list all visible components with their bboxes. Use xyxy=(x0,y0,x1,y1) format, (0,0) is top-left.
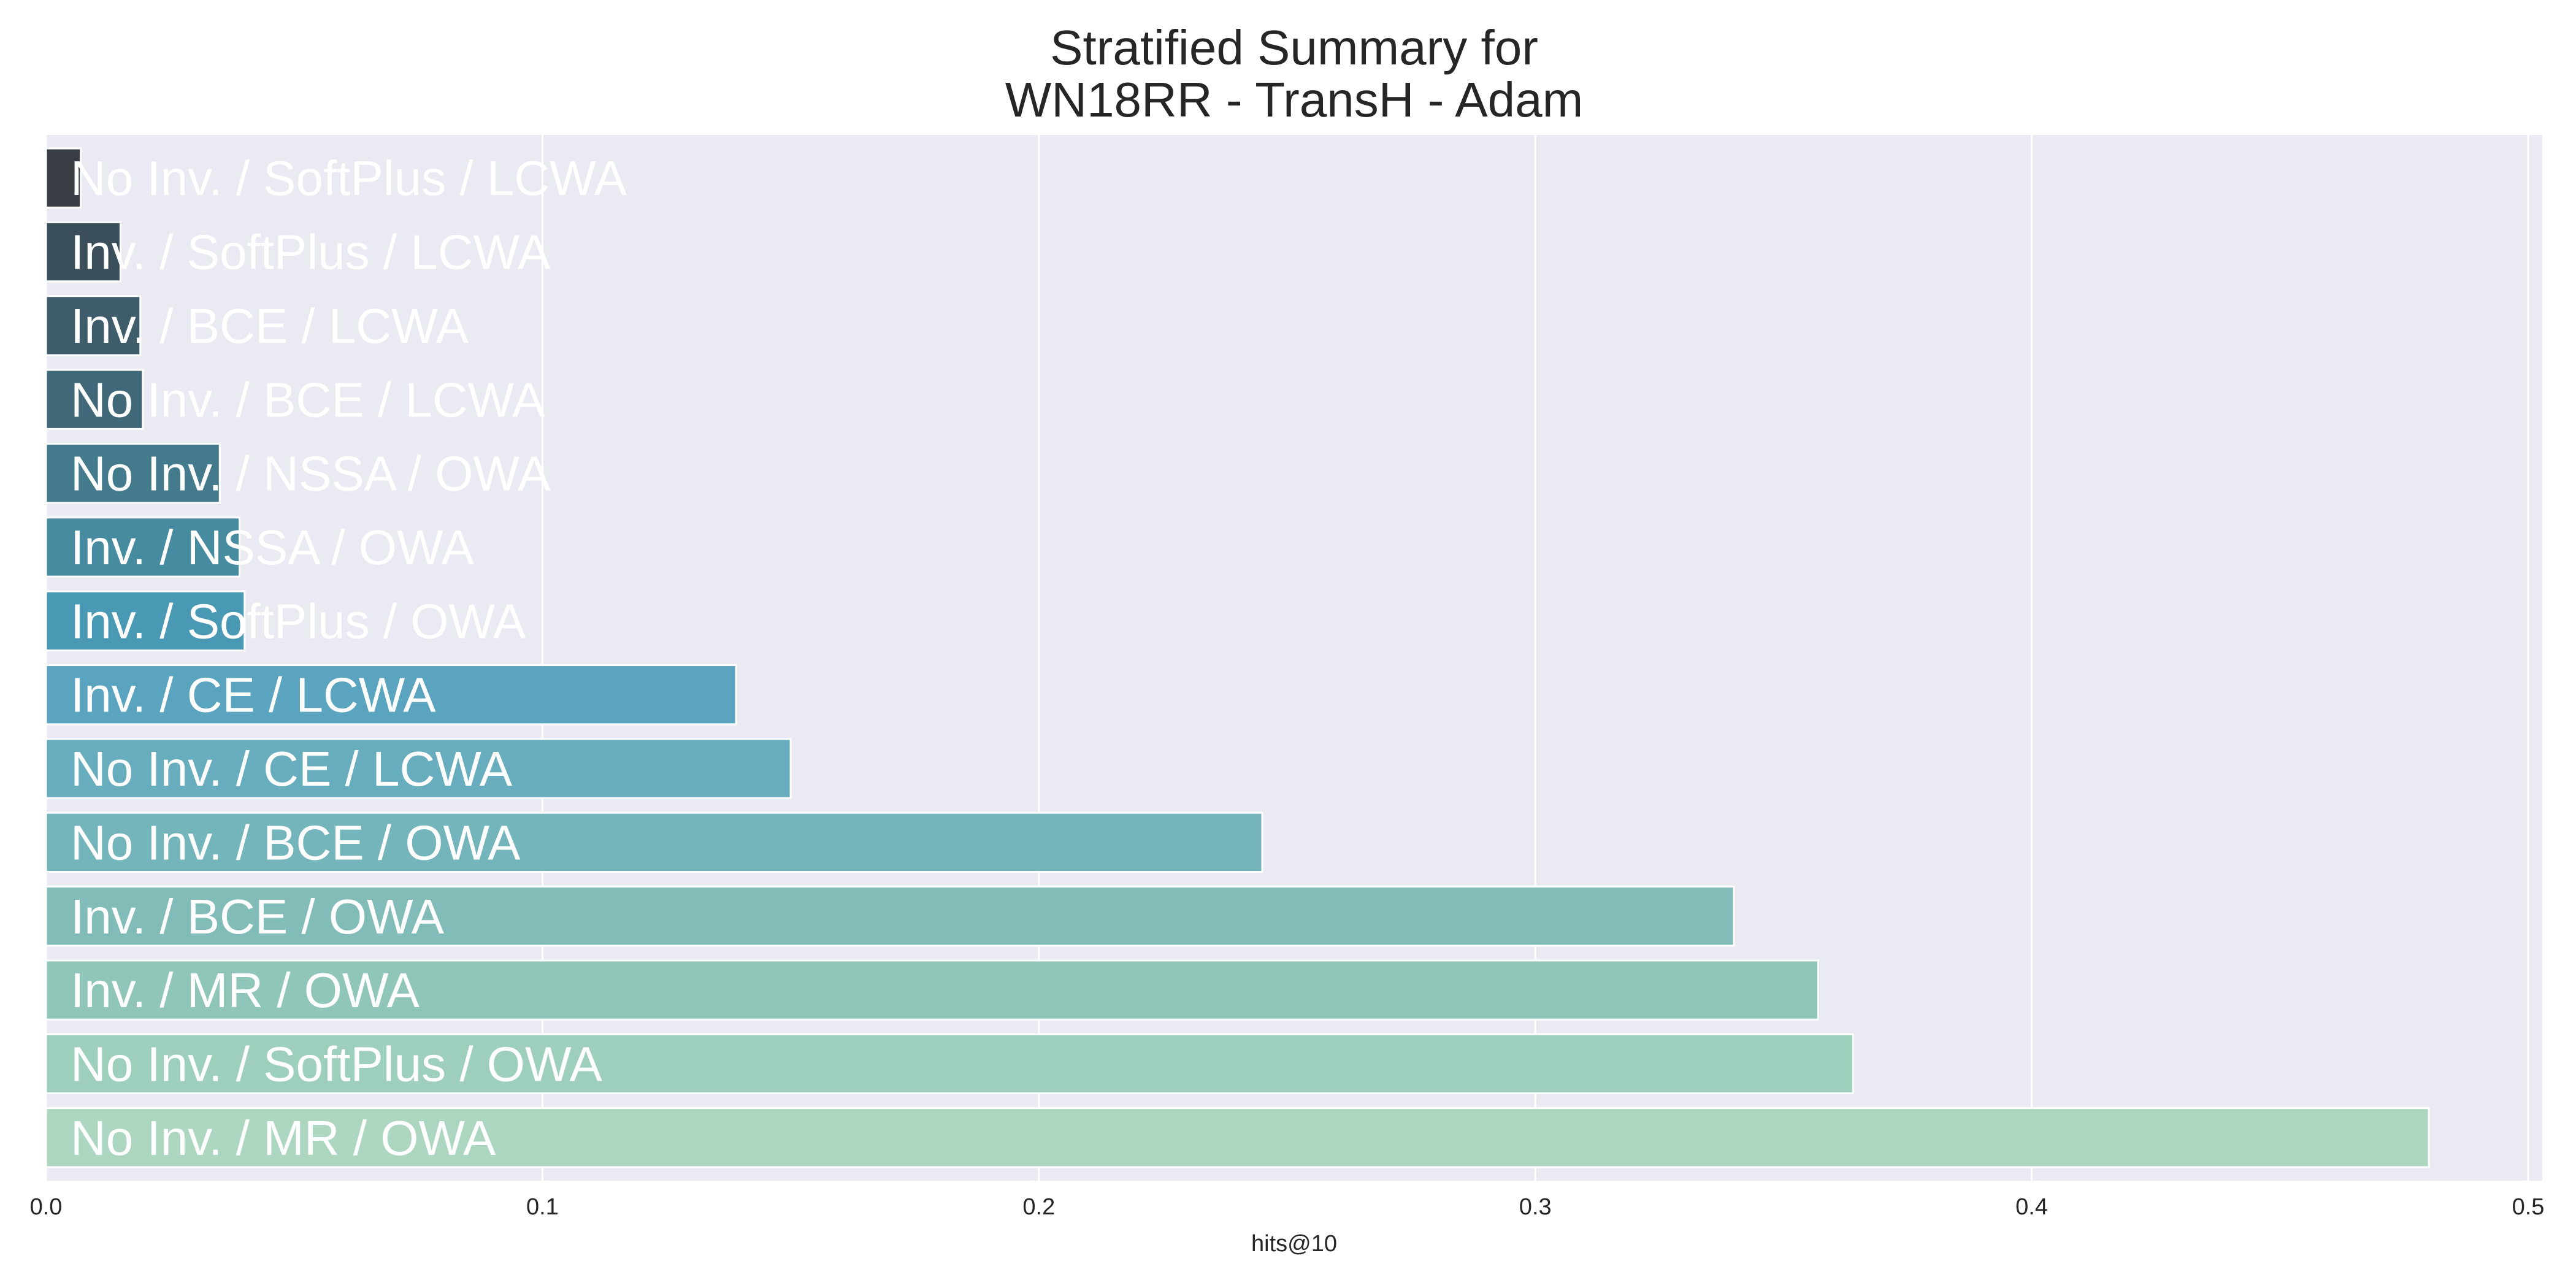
bar-label: No Inv. / MR / OWA xyxy=(71,1111,496,1165)
x-tick-label: 0.2 xyxy=(1022,1194,1055,1220)
bar xyxy=(45,221,121,283)
bar-label: Inv. / SoftPlus / OWA xyxy=(71,594,526,648)
bar xyxy=(45,369,144,430)
chart-title-line-2: WN18RR - TransH - Adam xyxy=(1005,72,1583,127)
bar-label: Inv. / MR / OWA xyxy=(71,963,420,1018)
x-tick-label: 0.4 xyxy=(2015,1194,2048,1220)
bar-label: Inv. / BCE / OWA xyxy=(71,889,445,944)
bar-label: No Inv. / BCE / OWA xyxy=(71,815,521,870)
bar-label: Inv. / NSSA / OWA xyxy=(71,520,475,575)
x-tick-label: 0.0 xyxy=(30,1194,63,1220)
bar xyxy=(45,516,241,578)
bar-label: No Inv. / SoftPlus / OWA xyxy=(71,1037,603,1091)
x-tick-label: 0.5 xyxy=(2512,1194,2545,1220)
bar xyxy=(45,738,792,799)
bar xyxy=(45,959,1820,1021)
bar-label: Inv. / SoftPlus / LCWA xyxy=(71,225,551,280)
plot-area xyxy=(46,135,2542,1181)
x-tick-label: 0.3 xyxy=(1519,1194,1552,1220)
bar-label: No Inv. / BCE / LCWA xyxy=(71,372,545,427)
bar xyxy=(45,664,737,726)
x-tick-label: 0.1 xyxy=(526,1194,559,1220)
bar-label: No Inv. / SoftPlus / LCWA xyxy=(71,151,627,205)
bar xyxy=(45,811,1263,873)
bar-label: Inv. / CE / LCWA xyxy=(71,668,436,723)
chart-title-line-1: Stratified Summary for xyxy=(1050,20,1538,75)
x-axis-label: hits@10 xyxy=(1251,1231,1337,1257)
bar-label: No Inv. / NSSA / OWA xyxy=(71,447,551,501)
bar xyxy=(45,442,221,504)
bar xyxy=(45,147,82,209)
bar xyxy=(45,1107,2430,1168)
bar xyxy=(45,295,142,356)
bars: No Inv. / SoftPlus / LCWA Inv. / SoftPlus… xyxy=(45,147,2430,1168)
bar xyxy=(45,886,1735,947)
bar-label: No Inv. / CE / LCWA xyxy=(71,742,513,796)
bar-label: Inv. / BCE / LCWA xyxy=(71,299,469,353)
bar xyxy=(45,1033,1854,1095)
x-axis-ticks: 0.0 0.1 0.2 0.3 0.4 0.5 xyxy=(30,1194,2545,1220)
bar xyxy=(45,590,246,651)
